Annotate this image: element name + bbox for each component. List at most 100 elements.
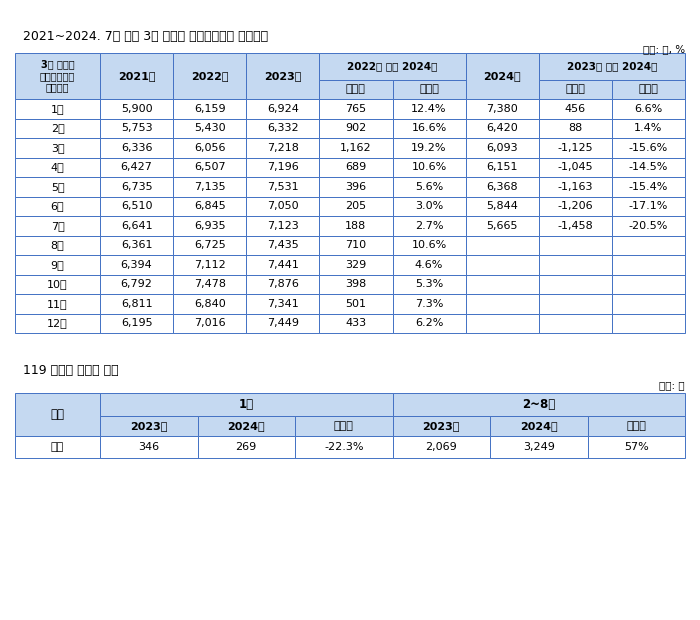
Bar: [587, 436, 685, 458]
Bar: [393, 99, 466, 118]
Bar: [466, 255, 539, 275]
Bar: [100, 275, 173, 294]
Text: 5월: 5월: [50, 182, 64, 192]
Text: 3,249: 3,249: [523, 442, 554, 452]
Text: 7,435: 7,435: [267, 240, 299, 250]
Bar: [15, 99, 100, 118]
Text: 710: 710: [345, 240, 367, 250]
Bar: [466, 236, 539, 255]
Text: 6,336: 6,336: [121, 143, 153, 153]
Bar: [173, 314, 246, 333]
Bar: [15, 216, 100, 236]
Bar: [393, 275, 466, 294]
Text: 12월: 12월: [47, 318, 68, 328]
Bar: [100, 216, 173, 236]
Bar: [319, 118, 393, 138]
Bar: [587, 416, 685, 436]
Text: 57%: 57%: [624, 442, 649, 452]
Text: 증감률: 증감률: [334, 421, 354, 431]
Text: 6월: 6월: [50, 202, 64, 211]
Bar: [100, 255, 173, 275]
Text: 4.6%: 4.6%: [415, 260, 443, 270]
Bar: [393, 236, 466, 255]
Bar: [612, 294, 685, 314]
Text: 7,876: 7,876: [267, 279, 299, 290]
Bar: [173, 255, 246, 275]
Bar: [393, 314, 466, 333]
Bar: [466, 138, 539, 157]
Text: 5,844: 5,844: [486, 202, 518, 211]
Text: 269: 269: [236, 442, 257, 452]
Text: 6.2%: 6.2%: [415, 318, 443, 328]
Text: 단위: 건: 단위: 건: [659, 380, 685, 390]
Text: 단위: 건, %: 단위: 건, %: [643, 44, 685, 54]
Text: 6,394: 6,394: [120, 260, 153, 270]
Bar: [466, 157, 539, 177]
Text: 6,641: 6,641: [120, 221, 153, 231]
Text: 5,753: 5,753: [120, 123, 153, 133]
Text: 1월: 1월: [239, 398, 254, 411]
Bar: [100, 393, 393, 416]
Text: -20.5%: -20.5%: [629, 221, 668, 231]
Bar: [612, 216, 685, 236]
Text: -15.4%: -15.4%: [629, 182, 668, 192]
Text: 19.2%: 19.2%: [412, 143, 447, 153]
Text: 증감치: 증감치: [566, 84, 585, 94]
Text: -17.1%: -17.1%: [629, 202, 668, 211]
Text: 6,792: 6,792: [120, 279, 153, 290]
Text: 2~8월: 2~8월: [522, 398, 555, 411]
Text: 902: 902: [345, 123, 367, 133]
Bar: [15, 197, 100, 216]
Bar: [612, 99, 685, 118]
Text: 5,665: 5,665: [486, 221, 518, 231]
Bar: [173, 197, 246, 216]
Bar: [246, 236, 319, 255]
Text: 2023년: 2023년: [264, 71, 302, 81]
Bar: [246, 177, 319, 197]
Bar: [539, 275, 612, 294]
Bar: [612, 275, 685, 294]
Text: 2022년: 2022년: [191, 71, 228, 81]
Bar: [466, 53, 539, 99]
Bar: [319, 80, 393, 99]
Bar: [246, 314, 319, 333]
Bar: [466, 216, 539, 236]
Bar: [15, 436, 100, 458]
Text: 7,449: 7,449: [267, 318, 299, 328]
Bar: [15, 53, 100, 99]
Text: 7,218: 7,218: [267, 143, 299, 153]
Bar: [319, 99, 393, 118]
Text: 188: 188: [345, 221, 367, 231]
Bar: [100, 177, 173, 197]
Text: -1,045: -1,045: [557, 162, 593, 172]
Text: -1,163: -1,163: [558, 182, 593, 192]
Bar: [319, 216, 393, 236]
Text: 증감률: 증감률: [626, 421, 646, 431]
Text: 증감률: 증감률: [419, 84, 439, 94]
Text: -22.3%: -22.3%: [324, 442, 363, 452]
Text: 3.0%: 3.0%: [415, 202, 443, 211]
Text: 205: 205: [345, 202, 367, 211]
Bar: [246, 53, 319, 99]
Text: 2021년: 2021년: [118, 71, 155, 81]
Bar: [246, 216, 319, 236]
Bar: [539, 157, 612, 177]
Bar: [393, 436, 490, 458]
Bar: [15, 157, 100, 177]
Text: 6,332: 6,332: [267, 123, 299, 133]
Bar: [393, 138, 466, 157]
Bar: [319, 197, 393, 216]
Text: 구분: 구분: [50, 408, 64, 421]
Bar: [612, 197, 685, 216]
Text: 2024년: 2024년: [228, 421, 265, 431]
Bar: [15, 236, 100, 255]
Text: 5.6%: 5.6%: [415, 182, 443, 192]
Bar: [539, 236, 612, 255]
Bar: [173, 138, 246, 157]
Text: 11월: 11월: [47, 299, 68, 309]
Bar: [490, 436, 587, 458]
Bar: [612, 255, 685, 275]
Text: 7.3%: 7.3%: [415, 299, 443, 309]
Text: 6,093: 6,093: [486, 143, 518, 153]
Bar: [393, 80, 466, 99]
